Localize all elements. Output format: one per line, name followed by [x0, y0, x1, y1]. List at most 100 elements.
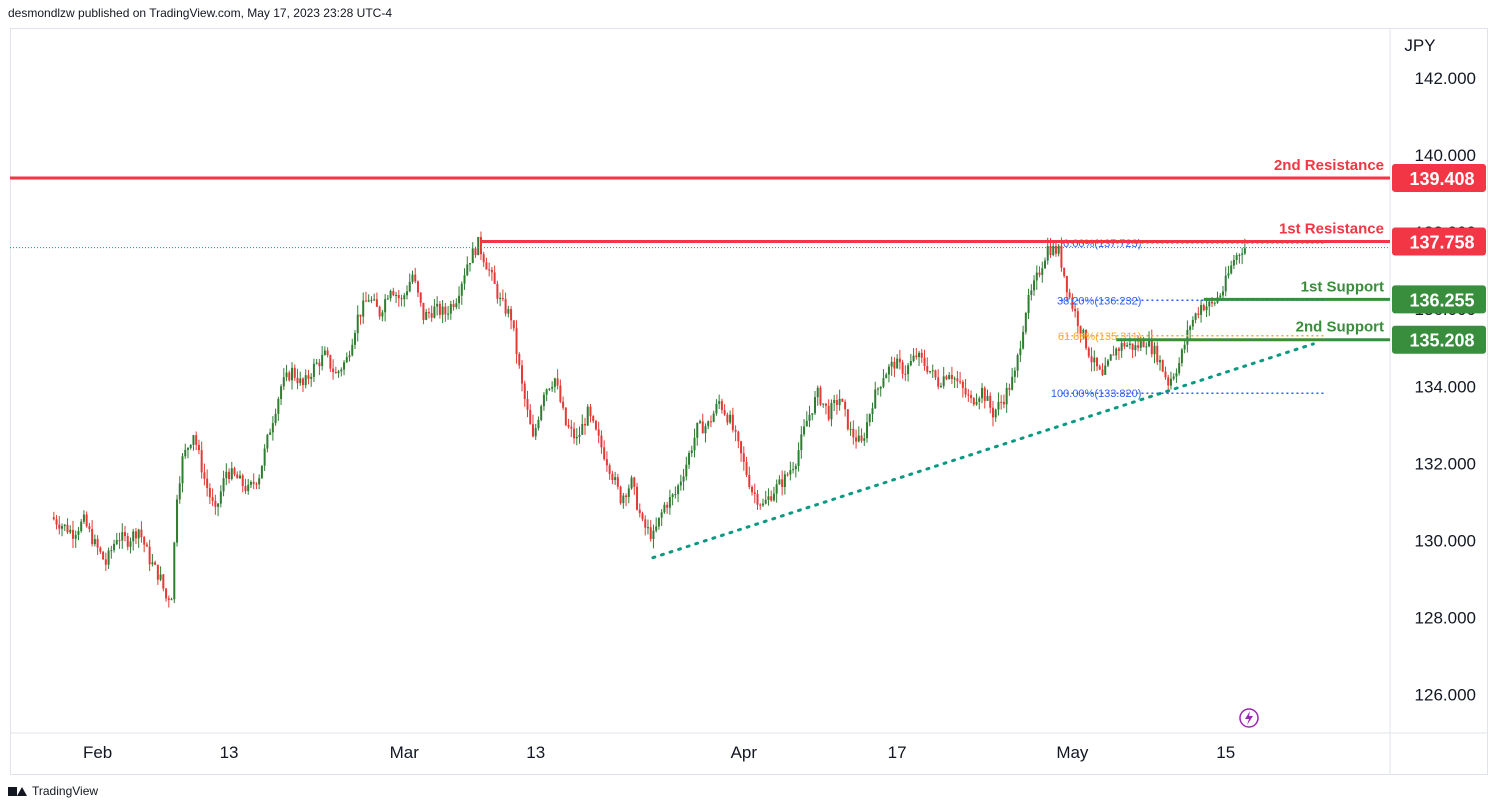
candle	[310, 373, 313, 387]
candle	[277, 396, 280, 421]
candle-body	[956, 378, 959, 382]
candle	[1098, 364, 1101, 371]
x-tick-label: 15	[1216, 743, 1235, 762]
candle-body	[797, 450, 800, 466]
candle	[709, 415, 712, 428]
candle	[978, 396, 981, 410]
candle-body	[994, 409, 997, 418]
candle-body	[148, 546, 151, 565]
candle	[630, 475, 633, 490]
candle	[531, 414, 534, 438]
candle	[85, 511, 88, 528]
candle-body	[291, 367, 294, 381]
candle-body	[93, 539, 96, 545]
candle	[110, 545, 113, 559]
candle	[1016, 353, 1019, 378]
candle-body	[581, 423, 584, 435]
y-tick-label: 140.000	[1415, 146, 1476, 165]
candle-body	[975, 401, 978, 405]
candle-body	[170, 599, 173, 601]
candle-body	[301, 378, 304, 386]
candle-body	[469, 263, 471, 265]
candle-body	[712, 413, 715, 422]
candle-body	[715, 403, 718, 414]
candle	[140, 521, 143, 543]
candle	[1131, 343, 1134, 359]
candle-body	[348, 355, 351, 358]
candle-body	[677, 485, 680, 495]
candle-body	[981, 387, 984, 399]
candle	[1079, 325, 1082, 343]
x-tick-label: Feb	[83, 743, 112, 762]
candle	[493, 265, 496, 285]
candle	[485, 257, 488, 270]
candle-body	[619, 486, 622, 504]
candle-body	[1052, 245, 1055, 255]
candle-body	[948, 375, 951, 380]
candle-body	[589, 406, 592, 417]
candle	[830, 399, 833, 427]
candle	[1117, 346, 1120, 360]
candle-body	[121, 532, 124, 541]
candle	[1035, 265, 1038, 290]
candle-body	[282, 377, 285, 387]
candle-body	[608, 465, 611, 474]
candle	[1213, 301, 1216, 307]
candle-body	[846, 409, 849, 430]
candle	[729, 410, 732, 425]
candle-body	[1112, 354, 1115, 356]
candle	[1159, 355, 1161, 371]
candle-body	[192, 435, 195, 445]
candle-body	[373, 299, 376, 301]
candle-body	[269, 432, 272, 435]
candle-body	[208, 487, 211, 498]
candle	[575, 428, 578, 446]
candle-body	[1011, 376, 1014, 390]
candle	[723, 404, 726, 416]
candle-body	[214, 500, 217, 507]
candle-body	[882, 378, 885, 387]
candle	[1022, 325, 1025, 350]
lightning-icon[interactable]	[1239, 708, 1259, 728]
candle-body	[217, 503, 220, 507]
candle-body	[761, 503, 764, 506]
candle-body	[1044, 260, 1046, 269]
candle	[734, 425, 737, 442]
level-badge	[1392, 285, 1486, 314]
candle	[1104, 357, 1107, 375]
candle-body	[521, 365, 524, 384]
candle-body	[1027, 294, 1030, 314]
candle-body	[55, 519, 58, 525]
candle	[742, 446, 745, 471]
candle-body	[660, 512, 663, 518]
candle-body	[729, 414, 732, 423]
candle-body	[1016, 355, 1019, 371]
candle	[71, 520, 74, 549]
candle	[674, 486, 677, 499]
candle-body	[277, 398, 280, 414]
candle-body	[803, 426, 806, 435]
candle	[255, 482, 258, 490]
candle	[816, 385, 819, 406]
candle	[991, 400, 994, 427]
candle-body	[104, 559, 107, 565]
candle-body	[258, 478, 261, 485]
candle	[803, 419, 806, 437]
candle	[1235, 252, 1238, 265]
brand-name: TradingView	[32, 784, 99, 798]
candle-body	[1145, 346, 1148, 348]
candle	[589, 404, 592, 423]
candle-body	[189, 444, 192, 448]
candle-body	[61, 526, 64, 529]
candle-body	[929, 371, 931, 373]
candle-body	[1054, 245, 1057, 254]
footer-brand[interactable]: TradingView	[8, 784, 98, 798]
candle	[633, 476, 636, 495]
candle-body	[844, 401, 847, 410]
candle-body	[102, 551, 105, 560]
candle-body	[857, 435, 860, 442]
candle-body	[816, 387, 819, 398]
candle	[88, 522, 91, 533]
candle-body	[299, 378, 302, 384]
